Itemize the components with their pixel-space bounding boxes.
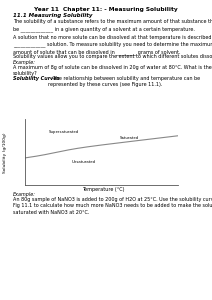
Text: The solubility of a substance refers to the maximum amount of that substance tha: The solubility of a substance refers to … bbox=[13, 20, 212, 32]
Text: Supersaturated: Supersaturated bbox=[48, 130, 79, 134]
Text: An 80g sample of NaNO3 is added to 200g of H2O at 25°C. Use the solubility curve: An 80g sample of NaNO3 is added to 200g … bbox=[13, 197, 212, 215]
Text: Solubility values allow you to compare the extent to which different solutes dis: Solubility values allow you to compare t… bbox=[13, 54, 212, 59]
Text: Saturated: Saturated bbox=[120, 136, 139, 140]
Text: A solution that no more solute can be dissolved at that temperature is described: A solution that no more solute can be di… bbox=[13, 35, 212, 55]
Text: - The relationship between solubility and temperature can be
represented by thes: - The relationship between solubility an… bbox=[48, 76, 200, 87]
Text: Solubility (g/100g): Solubility (g/100g) bbox=[3, 133, 7, 173]
Text: Example:: Example: bbox=[13, 192, 36, 197]
Text: Temperature (°C): Temperature (°C) bbox=[82, 188, 124, 193]
Text: Year 11  Chapter 11: - Measuring Solubility: Year 11 Chapter 11: - Measuring Solubili… bbox=[34, 8, 178, 13]
Text: Solubility Curves: Solubility Curves bbox=[13, 76, 59, 81]
Text: A maximum of 8g of solute can be dissolved in 20g of water at 80°C. What is the
: A maximum of 8g of solute can be dissolv… bbox=[13, 65, 211, 76]
Text: 11.1 Measuring Solubility: 11.1 Measuring Solubility bbox=[13, 14, 92, 19]
Text: Example:: Example: bbox=[13, 60, 36, 65]
Text: Unsaturated: Unsaturated bbox=[71, 160, 95, 164]
